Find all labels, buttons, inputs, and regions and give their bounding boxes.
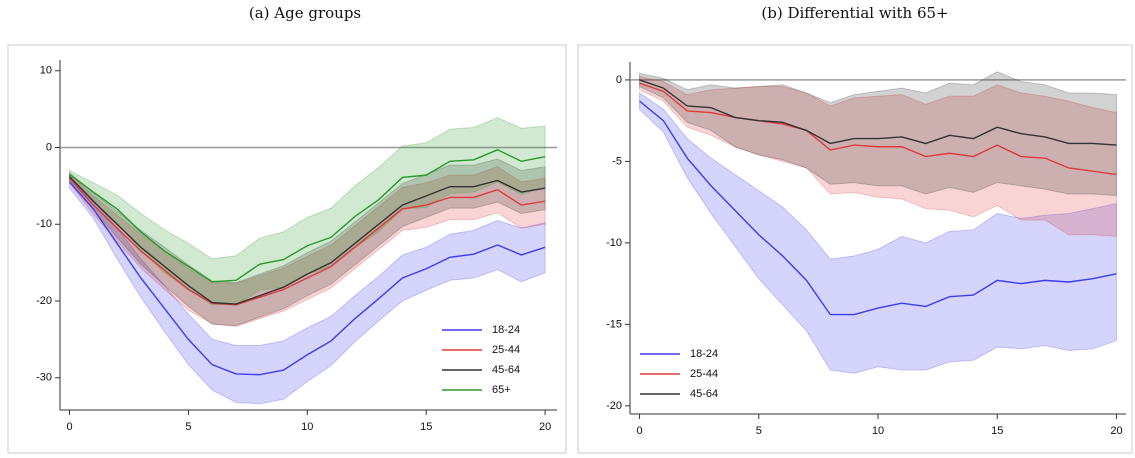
legend-label: 18-24 [690, 348, 718, 360]
series-line [639, 100, 1117, 316]
y-tick-label: 0 [46, 141, 52, 153]
chart-title: (b) Differential with 65+ [761, 4, 948, 22]
x-tick-label: 0 [66, 421, 72, 433]
confidence-band [69, 158, 546, 327]
confidence-band [69, 117, 546, 306]
series-line [68, 177, 546, 306]
y-tick-label: -30 [36, 372, 52, 384]
confidence-band [639, 92, 1117, 374]
y-tick-label: -20 [36, 295, 52, 307]
x-tick-label: 15 [991, 425, 1003, 437]
legend-label: 25-44 [690, 368, 718, 380]
panel-frame [7, 44, 567, 454]
confidence-band [639, 76, 1117, 237]
y-tick-label: -15 [606, 318, 622, 330]
legend-label: 25-44 [492, 344, 520, 356]
series-line [639, 79, 1117, 146]
legend-label: 45-64 [690, 388, 718, 400]
y-tick-label: -10 [606, 237, 622, 249]
x-tick-label: 10 [301, 421, 313, 433]
x-tick-label: 5 [185, 421, 191, 433]
confidence-band [639, 71, 1117, 197]
confidence-band [69, 175, 546, 405]
y-tick-label: 10 [40, 65, 52, 77]
x-tick-label: 5 [756, 425, 762, 437]
y-tick-label: -10 [36, 218, 52, 230]
series-line [639, 82, 1117, 176]
series-line [69, 176, 546, 305]
panel-frame [577, 44, 1133, 454]
series-line [68, 181, 546, 376]
x-tick-label: 0 [636, 425, 642, 437]
y-tick-label: -5 [612, 155, 622, 167]
series-line [69, 149, 546, 283]
y-tick-label: 0 [616, 74, 622, 86]
chart-title: (a) Age groups [249, 4, 361, 22]
x-tick-label: 20 [539, 421, 551, 433]
x-tick-label: 20 [1110, 425, 1122, 437]
legend-label: 45-64 [492, 364, 520, 376]
legend-label: 65+ [492, 384, 511, 396]
x-tick-label: 15 [420, 421, 432, 433]
x-tick-label: 10 [872, 425, 884, 437]
y-tick-label: -20 [606, 400, 622, 412]
legend-label: 18-24 [492, 324, 520, 336]
